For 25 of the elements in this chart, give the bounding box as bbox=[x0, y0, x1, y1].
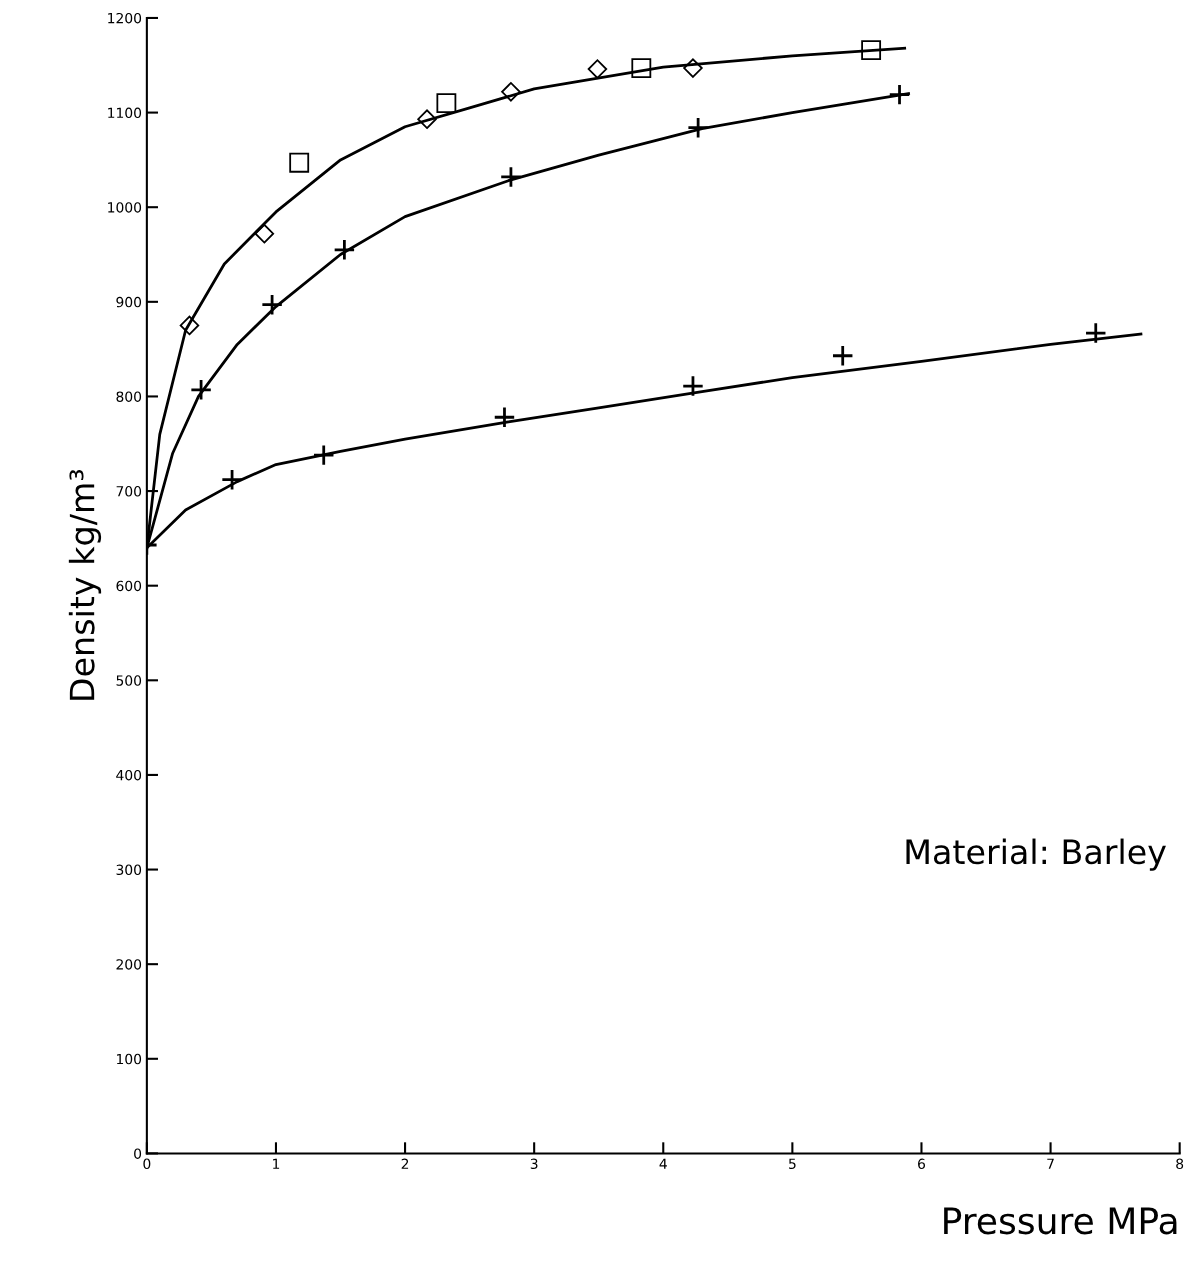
annotation: Material: Barley bbox=[906, 838, 1166, 871]
x-tick-label: 0 bbox=[143, 1158, 151, 1170]
y-tick-label: 400 bbox=[116, 769, 142, 781]
y-tick-label: 100 bbox=[117, 1053, 142, 1065]
y-tick-label: 700 bbox=[116, 486, 142, 497]
x-tick-label: 7 bbox=[1047, 1158, 1054, 1169]
y-tick-label: 1000 bbox=[108, 202, 142, 213]
y-tick-label: 500 bbox=[116, 675, 142, 686]
y-tick-label: 0 bbox=[134, 1148, 142, 1159]
x-axis-title: Pressure MPa bbox=[944, 1207, 1177, 1235]
y-tick-label: 800 bbox=[116, 391, 142, 402]
y-tick-label: 600 bbox=[116, 580, 142, 592]
y-axis-title: Density kg/m³ bbox=[68, 469, 102, 700]
y-tick-label: 300 bbox=[116, 864, 142, 876]
y-tick-label: 200 bbox=[116, 959, 142, 970]
y-tick-label: 1200 bbox=[108, 12, 142, 24]
x-tick-label: 2 bbox=[401, 1158, 409, 1169]
x-tick-label: 1 bbox=[273, 1158, 280, 1169]
x-tick-label: 8 bbox=[1176, 1158, 1184, 1170]
x-tick-label: 6 bbox=[918, 1158, 926, 1170]
y-tick-label: 1100 bbox=[108, 107, 142, 119]
x-tick-label: 5 bbox=[789, 1158, 796, 1170]
x-tick-label: 3 bbox=[530, 1158, 538, 1170]
y-tick-label: 900 bbox=[116, 296, 142, 308]
x-tick-label: 4 bbox=[659, 1158, 667, 1169]
